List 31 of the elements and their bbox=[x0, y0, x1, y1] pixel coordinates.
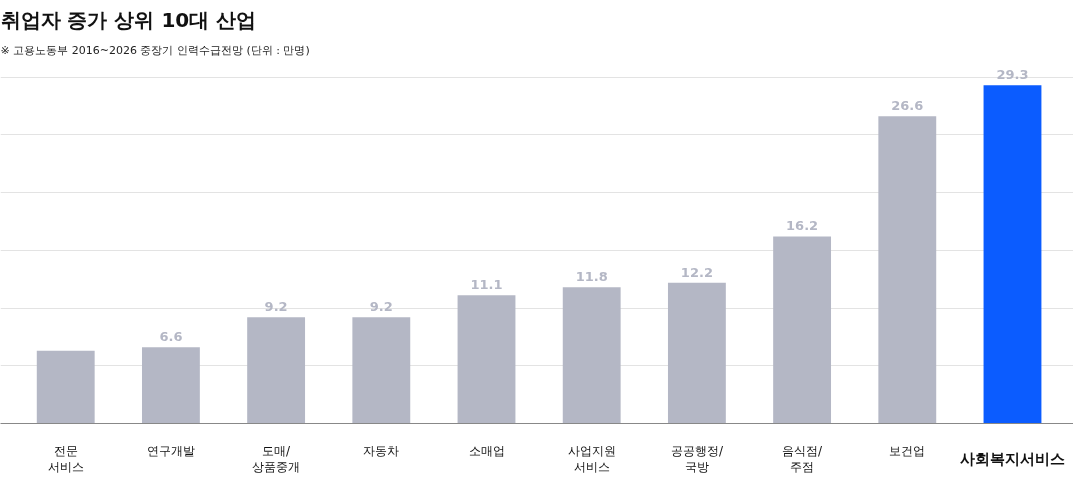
x-tick-label: 사회복지서비스 bbox=[959, 449, 1065, 468]
data-label: 26.6 bbox=[891, 98, 924, 114]
data-label: 29.3 bbox=[996, 67, 1029, 83]
bar bbox=[878, 116, 937, 424]
x-tick-label: 보건업 bbox=[889, 443, 926, 458]
bar bbox=[141, 347, 200, 424]
bar bbox=[247, 317, 306, 424]
x-tick-label: 음식점/ 주점 bbox=[782, 443, 824, 475]
bar bbox=[352, 317, 411, 424]
x-tick-label: 도매/ 상품중개 bbox=[252, 443, 301, 475]
bar bbox=[457, 295, 516, 424]
bar bbox=[983, 85, 1042, 424]
data-label: 11.1 bbox=[470, 277, 503, 293]
data-label: 12.2 bbox=[680, 264, 713, 280]
data-label: 9.2 bbox=[264, 299, 288, 315]
data-label: 6.6 bbox=[159, 329, 183, 345]
bar bbox=[36, 350, 95, 424]
data-label: 9.2 bbox=[369, 299, 393, 315]
x-tick-label: 사업지원 서비스 bbox=[567, 443, 616, 475]
x-tick-label: 소매업 bbox=[468, 443, 505, 458]
x-tick-label: 연구개발 bbox=[146, 443, 195, 458]
x-tick-label: 전문 서비스 bbox=[47, 443, 84, 475]
chart-subtitle: ※ 고용노동부 2016~2026 중장기 인력수급전망 (단위 : 만명) bbox=[0, 43, 310, 57]
x-tick-label: 공공행정/ 국방 bbox=[670, 443, 724, 475]
data-label: 11.8 bbox=[575, 269, 608, 285]
data-label: 16.2 bbox=[786, 218, 819, 234]
x-tick-label: 자동차 bbox=[363, 443, 400, 458]
chart-title: 취업자 증가 상위 10대 산업 bbox=[0, 7, 257, 32]
bar bbox=[667, 282, 726, 424]
bar bbox=[773, 236, 832, 424]
bar bbox=[562, 287, 621, 424]
